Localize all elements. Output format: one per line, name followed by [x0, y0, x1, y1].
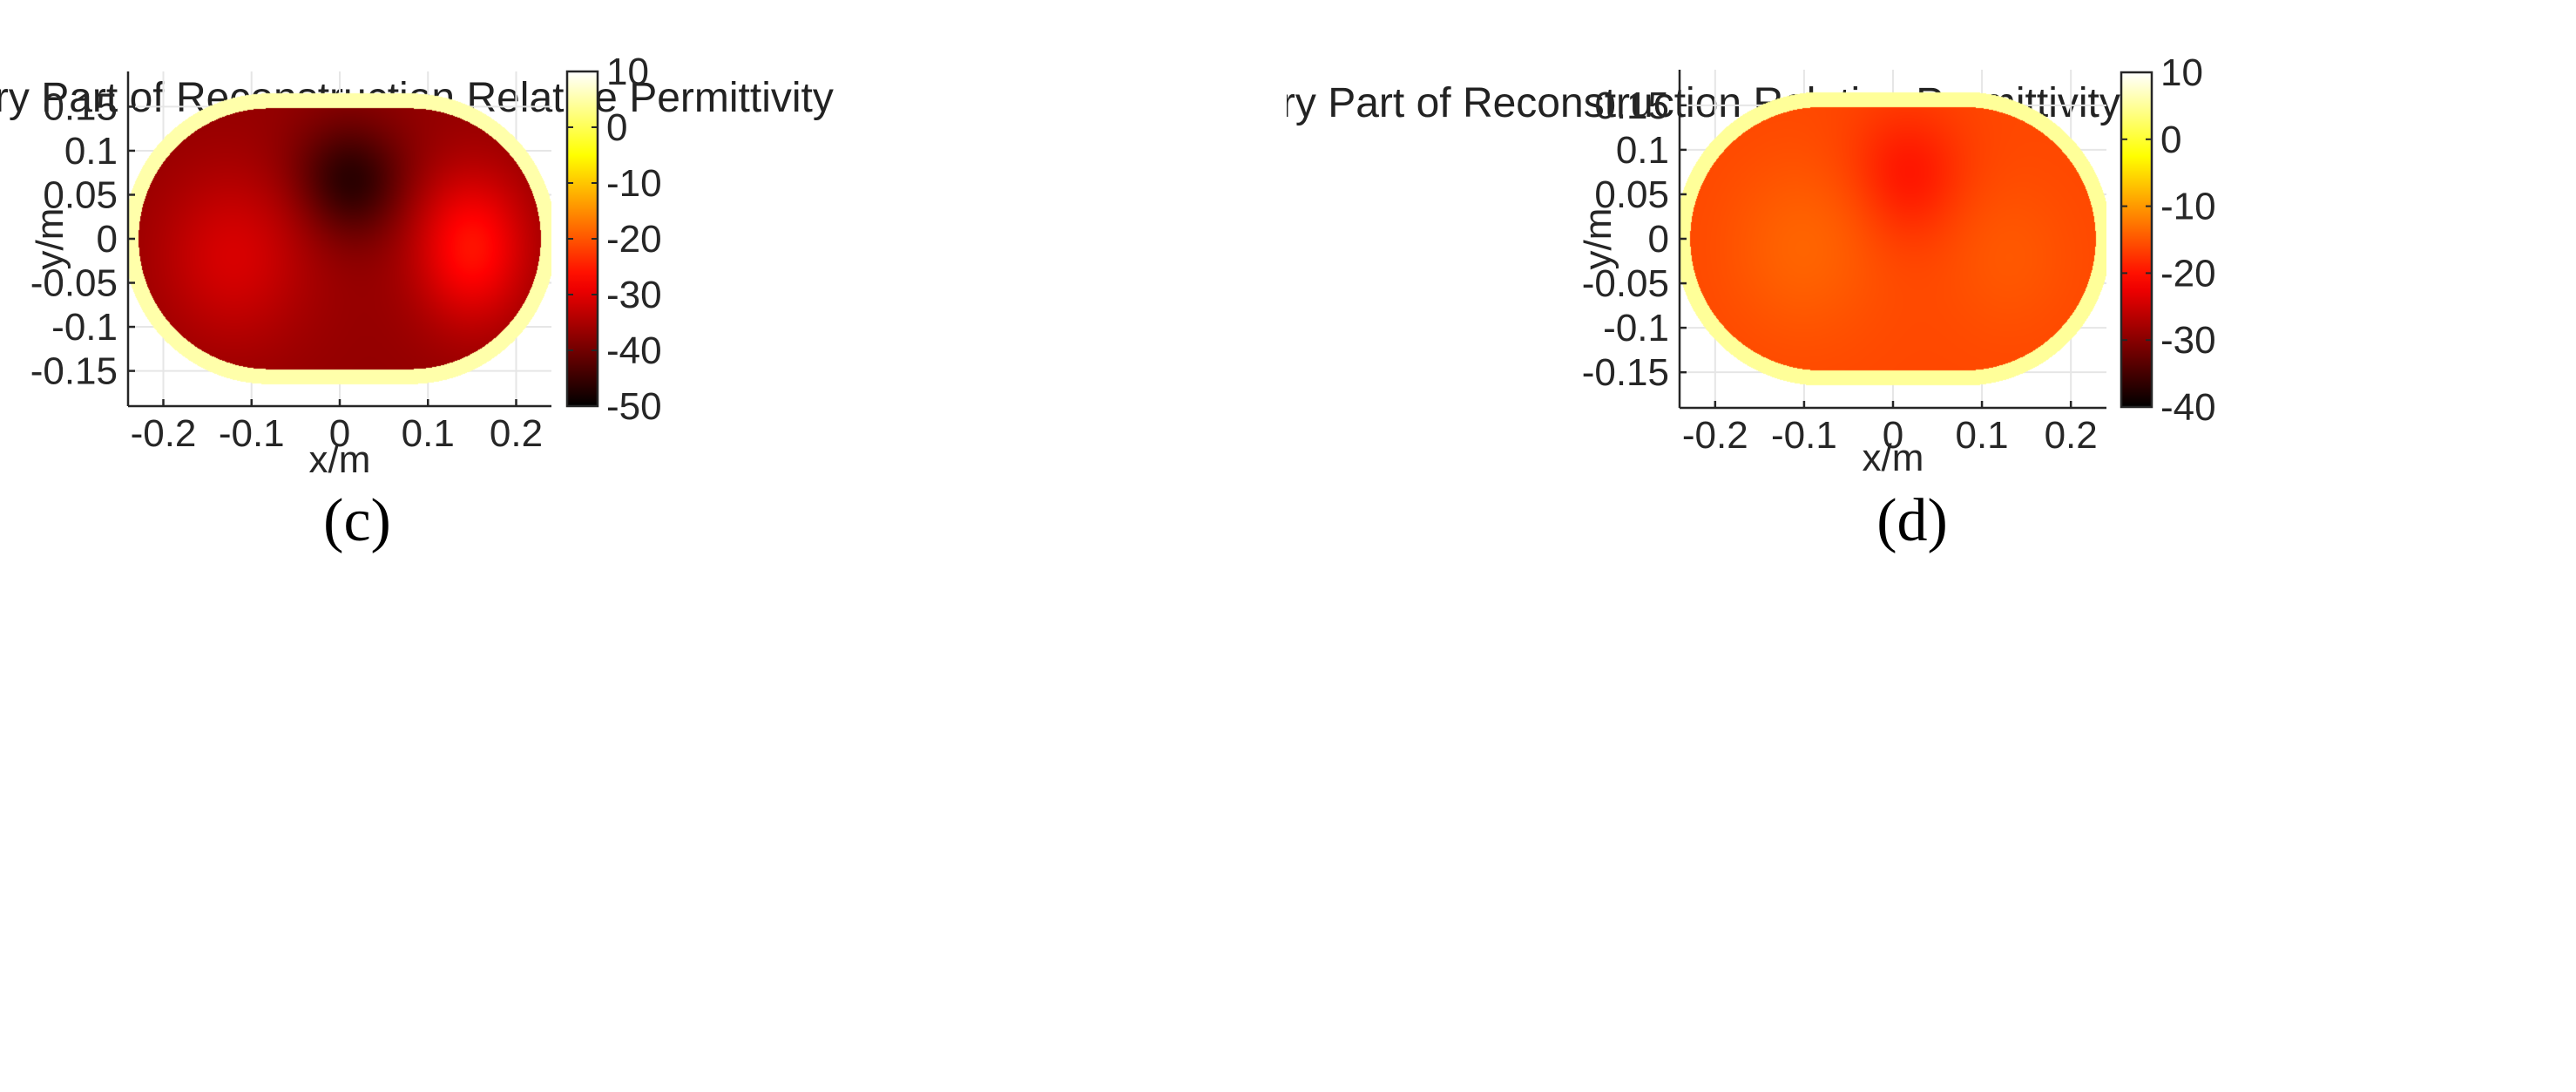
y-tick-label: 0 — [97, 218, 118, 261]
x-tick-label: 0.2 — [490, 412, 543, 455]
x-axis-label: x/m — [1863, 437, 1924, 479]
x-tick-label: -0.2 — [131, 412, 197, 455]
y-tick-label: -0.1 — [1603, 307, 1669, 349]
colorbar-tick-label: -30 — [606, 274, 662, 316]
y-tick-label: 0.15 — [43, 85, 118, 128]
y-tick-label: 0.15 — [1594, 85, 1669, 127]
heatmap-image — [1680, 70, 2106, 408]
colorbar-gradient — [2120, 71, 2153, 409]
y-tick-label: 0.1 — [64, 130, 118, 173]
heatmap-raster — [128, 71, 551, 406]
heatmap-raster — [1680, 70, 2106, 408]
colorbar: 10 0 -10 -20 -30 -40 -50 — [565, 51, 662, 428]
x-tick-label: 0.1 — [402, 412, 455, 455]
colorbar-tick-label: -10 — [606, 162, 662, 205]
y-axis-label: y/m — [29, 208, 71, 270]
colorbar-tick-label: 10 — [606, 51, 649, 93]
colorbar-tick-label: -50 — [606, 385, 662, 428]
colorbar-tick-label: -10 — [2160, 186, 2216, 228]
colorbar-tick-label: -20 — [606, 218, 662, 261]
x-tick-label: -0.1 — [1771, 414, 1837, 457]
colorbar-tick-label: -30 — [2160, 319, 2216, 362]
colorbar-tick-label: 10 — [2160, 51, 2203, 94]
heatmap-chart-d: Imaginary Part of Reconstruction Relativ… — [1287, 51, 2216, 554]
y-tick-label: 0.05 — [43, 173, 118, 216]
y-tick-label: 0.05 — [1594, 173, 1669, 216]
x-tick-label: 0 — [329, 412, 350, 455]
y-tick-label: -0.15 — [1582, 351, 1669, 394]
y-tick-label: 0 — [1648, 218, 1669, 261]
y-tick-label: -0.05 — [1582, 262, 1669, 305]
colorbar-tick-label: 0 — [606, 106, 627, 149]
y-tick-label: -0.05 — [30, 262, 118, 305]
x-tick-label: -0.1 — [219, 412, 285, 455]
y-tick-label: -0.15 — [30, 350, 118, 393]
x-tick-label: 0.2 — [2045, 414, 2098, 457]
colorbar: 10 0 -10 -20 -30 -40 — [2120, 51, 2216, 429]
x-tick-label: -0.2 — [1682, 414, 1748, 457]
colorbar-tick-label: -20 — [2160, 252, 2216, 295]
figure-panel-d: Imaginary Part of Reconstruction Relativ… — [1287, 0, 2576, 1092]
x-tick-label: 0 — [1883, 414, 1903, 457]
y-tick-label: 0.1 — [1616, 129, 1669, 172]
colorbar-tick-label: -40 — [2160, 386, 2216, 429]
y-tick-label: -0.1 — [51, 306, 118, 349]
x-axis-label: x/m — [309, 438, 371, 481]
x-tick-label: 0.1 — [1955, 414, 2008, 457]
colorbar-tick-label: 0 — [2160, 119, 2181, 161]
heatmap-chart-c: Imaginary Part of Reconstruction Relativ… — [0, 51, 834, 554]
figure-panel-c: Imaginary Part of Reconstruction Relativ… — [0, 51, 834, 554]
heatmap-image — [128, 71, 551, 406]
subfigure-caption: (c) — [323, 487, 391, 554]
colorbar-tick-label: -40 — [606, 329, 662, 372]
subfigure-caption: (d) — [1876, 487, 1948, 554]
y-axis-label: y/m — [1577, 208, 1619, 270]
